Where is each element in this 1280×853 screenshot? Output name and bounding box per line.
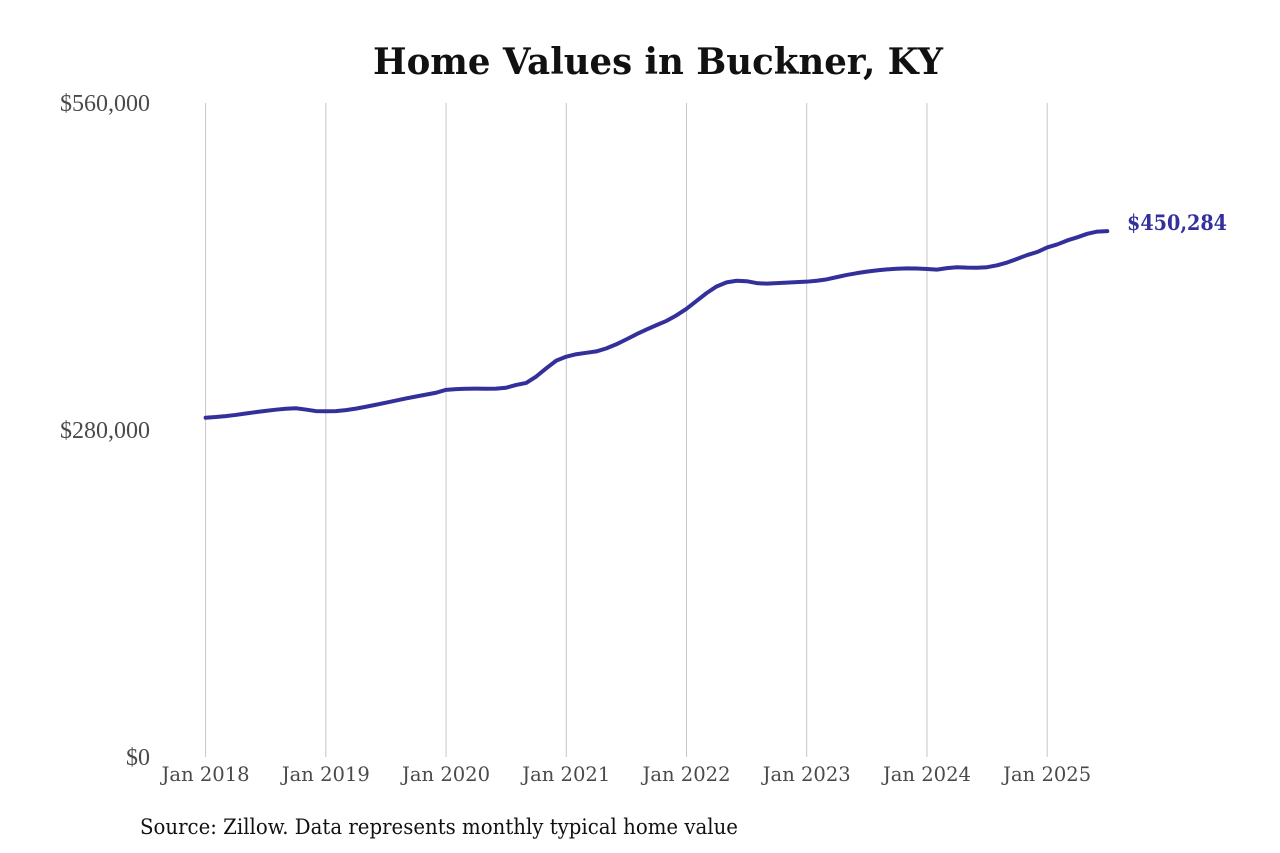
- x-tick-label: Jan 2018: [160, 762, 250, 786]
- x-tick-label: Jan 2024: [881, 762, 971, 786]
- source-note: Source: Zillow. Data represents monthly …: [140, 815, 738, 839]
- x-tick-label: Jan 2019: [280, 762, 370, 786]
- home-value-line-series: [203, 229, 1110, 420]
- end-value-label: $450,284: [1127, 210, 1227, 235]
- x-tick-label: Jan 2023: [761, 762, 851, 786]
- x-tick-label: Jan 2025: [1001, 762, 1091, 786]
- x-tick-label: Jan 2021: [520, 762, 610, 786]
- y-axis-tick-labels: $0 $280,000 $560,000: [60, 91, 150, 771]
- y-tick-label: $560,000: [60, 91, 150, 117]
- x-axis-tick-labels: Jan 2018 Jan 2019 Jan 2020 Jan 2021 Jan 2022…: [160, 762, 1092, 786]
- x-tick-label: Jan 2020: [400, 762, 490, 786]
- y-tick-label: $280,000: [60, 418, 150, 444]
- vertical-gridlines: [205, 103, 1048, 757]
- y-tick-label: $0: [126, 745, 150, 771]
- chart-title: Home Values in Buckner, KY: [373, 41, 944, 83]
- x-tick-label: Jan 2022: [641, 762, 731, 786]
